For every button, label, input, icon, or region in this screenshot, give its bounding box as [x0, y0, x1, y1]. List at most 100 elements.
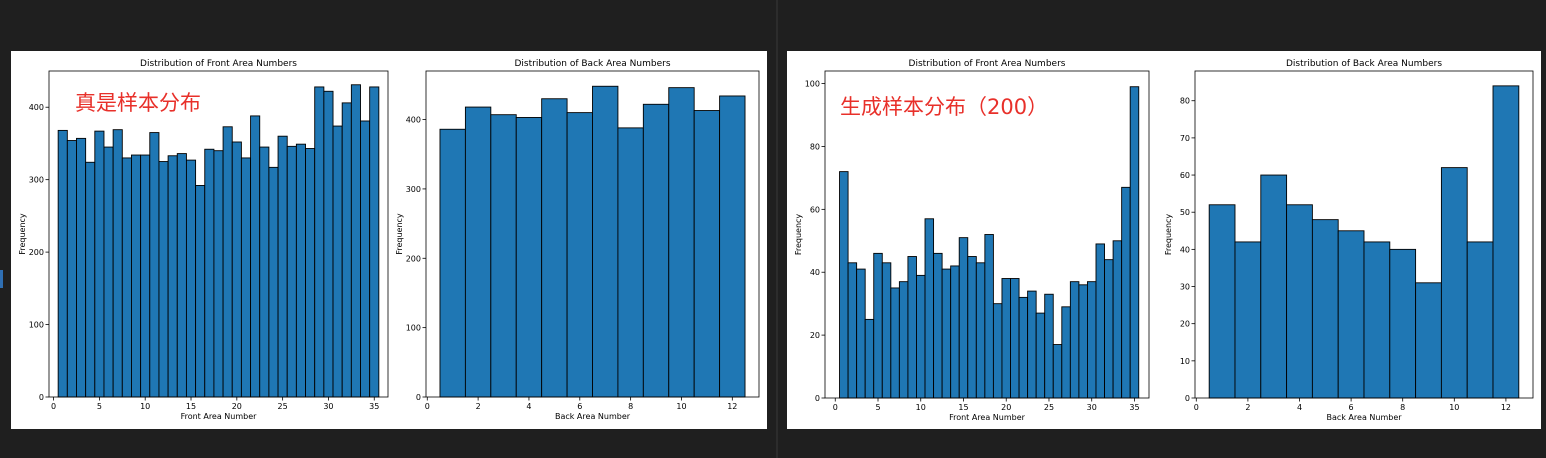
bar	[941, 268, 952, 399]
y-tick-label: 400	[29, 103, 44, 112]
y-tick-label: 80	[810, 142, 820, 151]
bar	[907, 256, 917, 399]
x-tick-label: 30	[1087, 403, 1097, 412]
bar	[992, 303, 1003, 399]
bar	[149, 132, 160, 398]
window-separator	[776, 0, 778, 458]
figure-generated-samples: 0 5 10 15 20 25 30 35 0 20 40 60 80 100 Distribution o…	[787, 51, 1541, 429]
x-tick-label: 0	[425, 402, 430, 411]
y-tick-label: 40	[1180, 245, 1190, 254]
bar	[1078, 284, 1088, 399]
bar	[1035, 312, 1046, 399]
bar	[873, 252, 883, 399]
bar	[259, 146, 270, 398]
bar	[693, 110, 721, 398]
bar	[1027, 290, 1037, 399]
bar	[1389, 248, 1417, 399]
bar	[76, 137, 87, 398]
bar	[617, 127, 644, 398]
bar	[856, 268, 866, 399]
bar	[121, 157, 132, 398]
bar	[176, 153, 187, 398]
x-tick-label: 4	[526, 402, 531, 411]
x-tick-label: 0	[1194, 403, 1199, 412]
y-tick-label: 60	[1180, 171, 1190, 180]
y-tick-label: 20	[1180, 320, 1190, 329]
bar	[1104, 259, 1114, 399]
bar	[250, 115, 261, 398]
bar	[916, 274, 926, 399]
bar	[140, 154, 151, 398]
x-tick-label: 0	[51, 402, 56, 411]
figure-real-samples-svg: 0 5 10 15 20 25 30 350100200300400Distribution …	[18, 59, 760, 421]
x-tick-label: 10	[1449, 403, 1459, 412]
y-tick-label: 60	[810, 205, 820, 214]
bar	[1208, 204, 1236, 399]
bar	[131, 154, 142, 398]
chart-title: Distribution of Back Area Numbers	[1286, 59, 1442, 69]
y-tick-label: 0	[416, 393, 421, 402]
bar	[1044, 293, 1054, 399]
bar	[1234, 241, 1262, 399]
x-tick-label: 10	[140, 402, 150, 411]
bar	[950, 265, 960, 399]
bar	[668, 87, 695, 398]
bar	[222, 126, 233, 398]
bar	[975, 262, 986, 399]
y-tick-label: 200	[29, 248, 44, 257]
bar	[305, 148, 316, 398]
bar	[66, 140, 77, 398]
x-axis-label: Back Area Number	[555, 412, 631, 421]
side-scroll-indicator	[0, 270, 3, 288]
x-tick-label: 20	[232, 402, 242, 411]
bar	[515, 117, 543, 398]
bar	[360, 120, 371, 398]
bar	[112, 129, 123, 398]
bar	[642, 103, 670, 398]
y-tick-label: 300	[29, 176, 44, 185]
axes-frame	[824, 70, 1150, 399]
chart-title: Distribution of Front Area Numbers	[909, 59, 1066, 69]
bar	[1010, 278, 1020, 399]
bar	[1095, 243, 1105, 399]
x-axis-label: Front Area Number	[949, 413, 1026, 422]
bar	[1069, 281, 1080, 399]
y-tick-label: 10	[1180, 357, 1190, 366]
chart-2: 0 5 10 15 20 25 30 35 0 20 40 60 80 100 Distribution o…	[794, 59, 1150, 422]
x-tick-label: 20	[1001, 403, 1011, 412]
bar	[881, 262, 892, 399]
bar	[719, 95, 746, 398]
bar	[847, 262, 858, 399]
bar	[277, 135, 288, 398]
x-tick-label: 8	[628, 402, 633, 411]
bar	[1129, 86, 1140, 399]
chart-1: 0 2 4 6 8 10 12 0 100 200 300 400 Distribution of Ba…	[395, 59, 760, 421]
x-axis-label: Front Area Number	[181, 412, 258, 421]
bar	[323, 90, 334, 398]
y-tick-label: 300	[406, 185, 421, 194]
y-tick-label: 0	[1185, 394, 1190, 403]
bar	[464, 106, 492, 398]
y-tick-label: 100	[406, 324, 421, 333]
bar	[268, 166, 279, 398]
bar	[1415, 282, 1442, 399]
x-tick-label: 4	[1297, 403, 1302, 412]
x-tick-label: 5	[875, 403, 880, 412]
y-tick-label: 200	[406, 254, 421, 263]
bar	[195, 185, 206, 398]
chart-3: 0 2 4 6 8 10 12 0 10 20 30 40 50 60 70 80 Distribution o…	[1164, 59, 1534, 422]
x-tick-label: 25	[1044, 403, 1054, 412]
y-tick-label: 100	[805, 80, 820, 89]
bar	[967, 256, 977, 399]
annotation-generated-samples: 生成样本分布（200）	[840, 95, 1049, 119]
bar	[984, 234, 994, 399]
y-tick-label: 30	[1180, 283, 1190, 292]
x-tick-label: 8	[1400, 403, 1405, 412]
x-axis-label: Back Area Number	[1326, 413, 1402, 422]
bar	[1492, 85, 1520, 399]
y-axis-label: Frequency	[1164, 214, 1173, 256]
chart-0: 0 5 10 15 20 25 30 35 0 100 200 300 400 Distribution …	[18, 59, 389, 421]
bar	[1466, 241, 1494, 399]
bar	[94, 130, 105, 398]
